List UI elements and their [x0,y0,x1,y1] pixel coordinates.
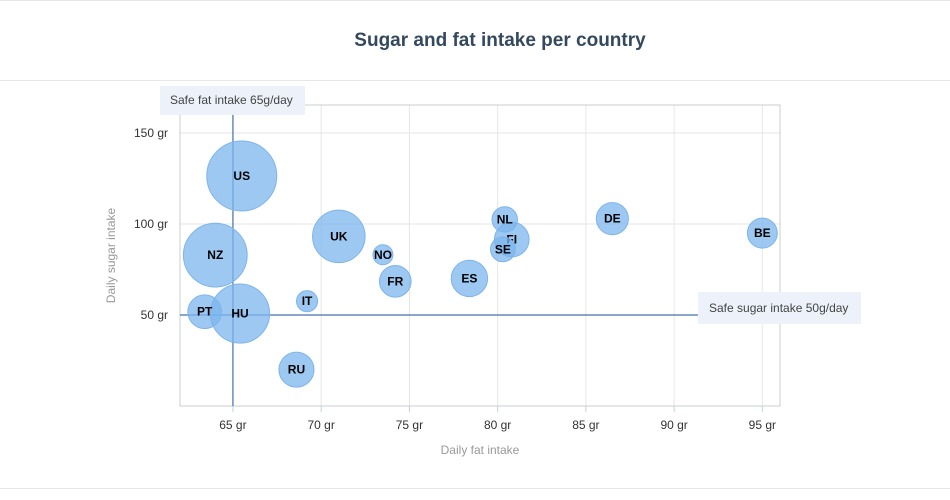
bubble-ru: RU [278,351,315,388]
bubble-label: US [233,169,250,183]
axes: 65 gr 70 gr 75 gr 80 gr 85 gr 90 gr 95 gr 50 gr… [134,126,776,432]
bubble-label: NO [374,248,392,262]
bubble-circle [182,222,248,288]
bubble-circle [595,202,629,236]
bubble-uk: UK [312,209,366,264]
bubble-circle [295,290,319,313]
top-rule [0,0,950,1]
bubble-label: UK [330,229,348,243]
bubble-circle [278,351,315,388]
bubble-circle [450,259,489,298]
bubble-fr: FR [378,265,412,298]
bubble-circle [489,236,516,263]
bubble-circle [491,206,518,233]
x-tick-label: 75 gr [396,418,423,432]
bubble-circle [206,140,278,212]
bubble-us: US [206,140,278,212]
bubble-nl: NL [491,206,518,233]
x-tick-label: 80 gr [484,418,511,432]
bubble-label: DE [604,212,621,226]
bubble-hu: HU [209,283,271,344]
bottom-rule [0,488,950,489]
x-tick-label: 95 gr [749,418,776,432]
x-tick-label: 65 gr [219,418,246,432]
bubble-es: ES [450,259,489,298]
y-tick-label: 150 gr [134,126,168,140]
bubble-label: NL [497,212,513,226]
x-tick-label: 85 gr [572,418,599,432]
plot-lines: Safe fat intake 65g/day Safe sugar intake… [160,86,861,406]
bubble-label: HU [231,307,248,321]
y-tick-label: 50 gr [141,308,168,322]
safe-sugar-label-box [698,292,861,324]
bubble-label: BE [754,226,771,240]
bubble-circle [372,244,394,266]
bubble-circle [378,265,412,298]
x-tick-label: 90 gr [660,418,687,432]
bubble-circle [312,209,366,264]
title-rule [0,80,950,81]
bubble-label: NZ [207,248,223,262]
bubbles: BE DE FI NL SE ES FR NO UK IT RU US HU PT NZ [182,140,778,388]
chart-title: Sugar and fat intake per country [354,30,646,51]
bubble-label: FR [387,274,403,288]
bubble-no: NO [372,244,394,266]
bubble-circle [187,294,223,330]
bubble-label: ES [461,271,477,285]
safe-fat-label-box [160,86,305,115]
x-axis-label: Daily fat intake [441,443,520,457]
safe-sugar-label: Safe sugar intake 50g/day [709,301,848,315]
bubble-circle [746,217,778,249]
bubble-pt: PT [187,294,223,330]
grid [180,105,780,406]
bubble-label: FI [506,232,517,246]
bubble-label: IT [302,294,313,308]
bubble-se: SE [489,236,516,263]
plot-frame [179,104,781,407]
bubble-it: IT [295,290,319,313]
y-axis-label: Daily sugar intake [104,207,118,303]
bubble-label: PT [197,305,213,319]
y-tick-label: 100 gr [134,217,168,231]
bubble-de: DE [595,202,629,236]
x-tick-label: 70 gr [307,418,334,432]
bubble-label: RU [288,363,305,377]
bubble-label: SE [495,242,511,256]
bubble-nz: NZ [182,222,248,288]
safe-fat-label: Safe fat intake 65g/day [170,93,293,107]
bubble-be: BE [746,217,778,249]
